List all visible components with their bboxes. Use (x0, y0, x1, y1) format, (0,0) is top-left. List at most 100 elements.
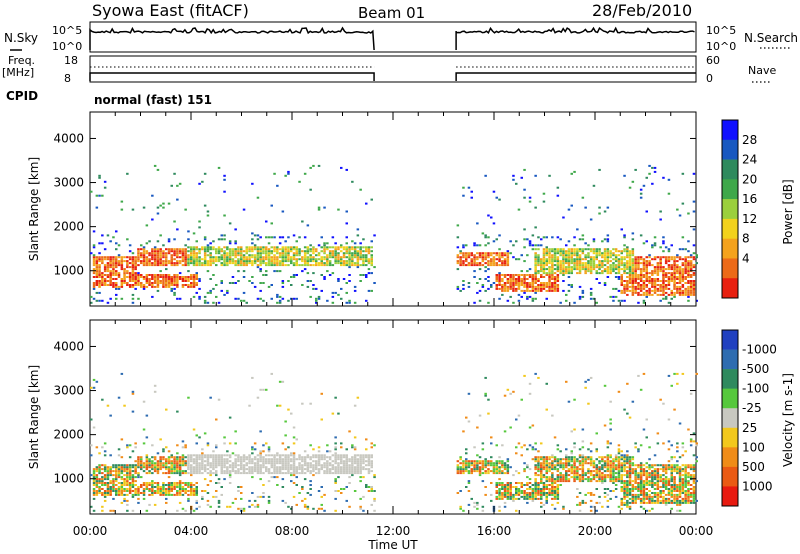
data-cell (526, 492, 529, 494)
data-cell (570, 204, 573, 207)
data-cell (598, 250, 601, 253)
data-cell (170, 282, 173, 284)
data-cell (506, 488, 510, 490)
data-cell (340, 166, 343, 169)
data-cell (120, 482, 124, 484)
data-cell (628, 285, 632, 288)
data-cell (537, 458, 540, 461)
data-cell (659, 256, 662, 259)
data-cell (470, 468, 473, 471)
colorbar-swatch (722, 278, 738, 299)
data-cell (128, 486, 132, 488)
data-cell (248, 258, 251, 261)
data-cell (115, 466, 118, 469)
data-cell (162, 486, 165, 488)
data-cell (542, 256, 546, 259)
data-cell (609, 250, 612, 253)
data-cell (212, 454, 215, 457)
data-cell (553, 278, 557, 280)
data-cell (326, 246, 329, 249)
data-cell (181, 250, 185, 253)
data-cell (501, 444, 504, 447)
data-cell (626, 482, 629, 484)
data-cell (481, 254, 485, 257)
data-cell (673, 293, 676, 296)
data-cell (487, 398, 490, 401)
data-cell (303, 458, 307, 461)
data-cell (290, 284, 293, 286)
data-cell (112, 266, 115, 269)
data-cell (589, 499, 593, 502)
data-cell (334, 436, 337, 439)
data-cell (692, 258, 696, 261)
data-cell (128, 274, 132, 276)
data-cell (345, 456, 348, 459)
data-cell (162, 206, 165, 209)
data-cell (576, 272, 579, 275)
data-cell (245, 260, 248, 263)
data-cell (106, 478, 110, 481)
data-cell (367, 272, 371, 275)
data-cell (578, 268, 582, 271)
data-cell (159, 248, 162, 251)
data-cell (176, 484, 179, 486)
data-cell (523, 495, 526, 498)
data-cell (165, 464, 168, 467)
data-cell (534, 260, 537, 263)
data-cell (365, 254, 368, 257)
data-cell (501, 486, 504, 488)
data-cell (137, 258, 140, 261)
data-cell (315, 258, 318, 261)
data-cell (456, 256, 460, 259)
data-cell (470, 258, 473, 261)
data-cell (567, 252, 571, 255)
data-cell (506, 495, 510, 498)
data-cell (373, 444, 376, 447)
data-cell (490, 470, 493, 473)
data-cell (634, 291, 637, 294)
data-cell (567, 256, 571, 259)
data-cell (681, 262, 685, 265)
data-cell (334, 246, 337, 249)
colorbar-swatch (722, 238, 738, 259)
data-cell (595, 248, 598, 251)
data-cell (692, 256, 696, 259)
data-cell (326, 254, 329, 257)
data-cell (478, 460, 482, 463)
data-cell (115, 493, 118, 496)
data-cell (159, 258, 162, 261)
freq-right-tick-bottom: 0 (706, 72, 713, 85)
data-cell (684, 278, 687, 280)
data-cell (142, 464, 146, 467)
power-y-axis-label: Slant Range [km] (27, 157, 41, 261)
data-cell (506, 282, 510, 284)
data-cell (240, 462, 243, 465)
data-cell (503, 274, 507, 276)
data-cell (509, 295, 512, 298)
data-cell (478, 470, 482, 473)
data-cell (481, 232, 485, 235)
data-cell (612, 474, 615, 477)
data-cell (501, 289, 504, 292)
data-cell (545, 470, 548, 473)
data-cell (501, 287, 504, 290)
data-cell (673, 276, 676, 278)
data-cell (614, 478, 618, 481)
data-cell (298, 472, 301, 475)
data-cell (634, 289, 637, 292)
data-cell (131, 293, 135, 296)
data-cell (603, 424, 607, 427)
data-cell (117, 260, 121, 263)
data-cell (92, 468, 96, 471)
data-cell (528, 492, 532, 494)
data-cell (126, 282, 129, 284)
data-cell (228, 466, 232, 469)
data-cell (162, 462, 165, 465)
data-cell (331, 252, 335, 255)
data-cell (562, 250, 565, 253)
data-cell (334, 260, 337, 263)
data-cell (337, 246, 340, 249)
noise-left-tick-bottom: 10^0 (52, 40, 82, 53)
data-cell (273, 260, 276, 263)
data-cell (167, 250, 171, 253)
